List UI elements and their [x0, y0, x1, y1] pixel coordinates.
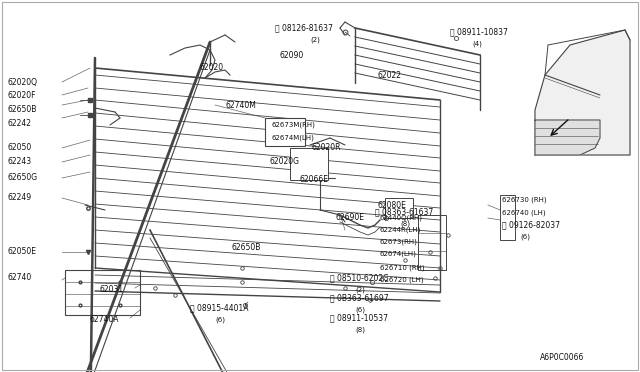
Text: Ⓒ 09126-82037: Ⓒ 09126-82037	[502, 221, 560, 230]
Text: 626730 (RH): 626730 (RH)	[502, 197, 547, 203]
Text: 62243: 62243	[8, 157, 32, 167]
Bar	[500, 195, 515, 240]
Text: 62031: 62031	[100, 285, 124, 295]
Polygon shape	[535, 120, 600, 155]
Text: Ⓝ 08911-10537: Ⓝ 08911-10537	[330, 314, 388, 323]
Text: Ⓢ 08510-6202C: Ⓢ 08510-6202C	[330, 273, 388, 282]
Text: 62440Q(RH): 62440Q(RH)	[380, 215, 423, 221]
Text: 62673M(RH): 62673M(RH)	[272, 122, 316, 128]
Text: 62244R(LH): 62244R(LH)	[380, 227, 421, 233]
Text: 62673(RH): 62673(RH)	[380, 239, 418, 245]
Bar	[290, 148, 328, 180]
Text: 62740A: 62740A	[90, 315, 120, 324]
Text: 62090: 62090	[280, 51, 304, 60]
Text: 62080E: 62080E	[378, 201, 407, 209]
Polygon shape	[535, 30, 630, 155]
Text: (2): (2)	[310, 37, 320, 43]
Text: 62740M: 62740M	[225, 100, 256, 109]
Text: 62740: 62740	[8, 273, 32, 282]
Text: 62650B: 62650B	[8, 106, 37, 115]
Text: 626710 (RH): 626710 (RH)	[380, 265, 424, 271]
Text: (4): (4)	[472, 41, 482, 47]
Text: A6P0C0066: A6P0C0066	[540, 353, 584, 362]
Text: 62020: 62020	[200, 64, 224, 73]
Text: (6): (6)	[215, 317, 225, 323]
Text: (8): (8)	[355, 327, 365, 333]
Text: Ⓢ 0B363-61697: Ⓢ 0B363-61697	[330, 294, 388, 302]
Text: 62690E: 62690E	[335, 214, 364, 222]
Text: 62674(LH): 62674(LH)	[380, 251, 417, 257]
Text: 62242: 62242	[8, 119, 32, 128]
Text: 62050: 62050	[8, 144, 32, 153]
Text: Ⓒ 08126-81637: Ⓒ 08126-81637	[275, 23, 333, 32]
Bar	[418, 215, 446, 270]
Text: (8): (8)	[400, 221, 410, 227]
Text: 62249: 62249	[8, 193, 32, 202]
Text: 62066E: 62066E	[300, 176, 329, 185]
Text: 62674M(LH): 62674M(LH)	[272, 135, 315, 141]
Text: Ⓝ 08911-10837: Ⓝ 08911-10837	[450, 28, 508, 36]
Text: 62650B: 62650B	[232, 244, 261, 253]
Text: (2): (2)	[355, 287, 365, 293]
Text: 626740 (LH): 626740 (LH)	[502, 210, 546, 216]
Text: 62650G: 62650G	[8, 173, 38, 183]
Text: 62020Q: 62020Q	[8, 77, 38, 87]
Text: 62022: 62022	[378, 71, 402, 80]
Text: Ⓢ 08363-61637: Ⓢ 08363-61637	[375, 208, 433, 217]
Bar	[385, 198, 413, 218]
Text: 62020G: 62020G	[270, 157, 300, 167]
Bar	[265, 118, 305, 146]
Text: 62050E: 62050E	[8, 247, 37, 257]
Text: 626720 (LH): 626720 (LH)	[380, 277, 424, 283]
Text: Ⓜ 08915-4401A: Ⓜ 08915-4401A	[190, 304, 248, 312]
Text: (6): (6)	[355, 307, 365, 313]
Text: 62020F: 62020F	[8, 92, 36, 100]
Bar	[65, 270, 140, 315]
Text: 62020R: 62020R	[312, 144, 342, 153]
Text: (6): (6)	[520, 234, 530, 240]
